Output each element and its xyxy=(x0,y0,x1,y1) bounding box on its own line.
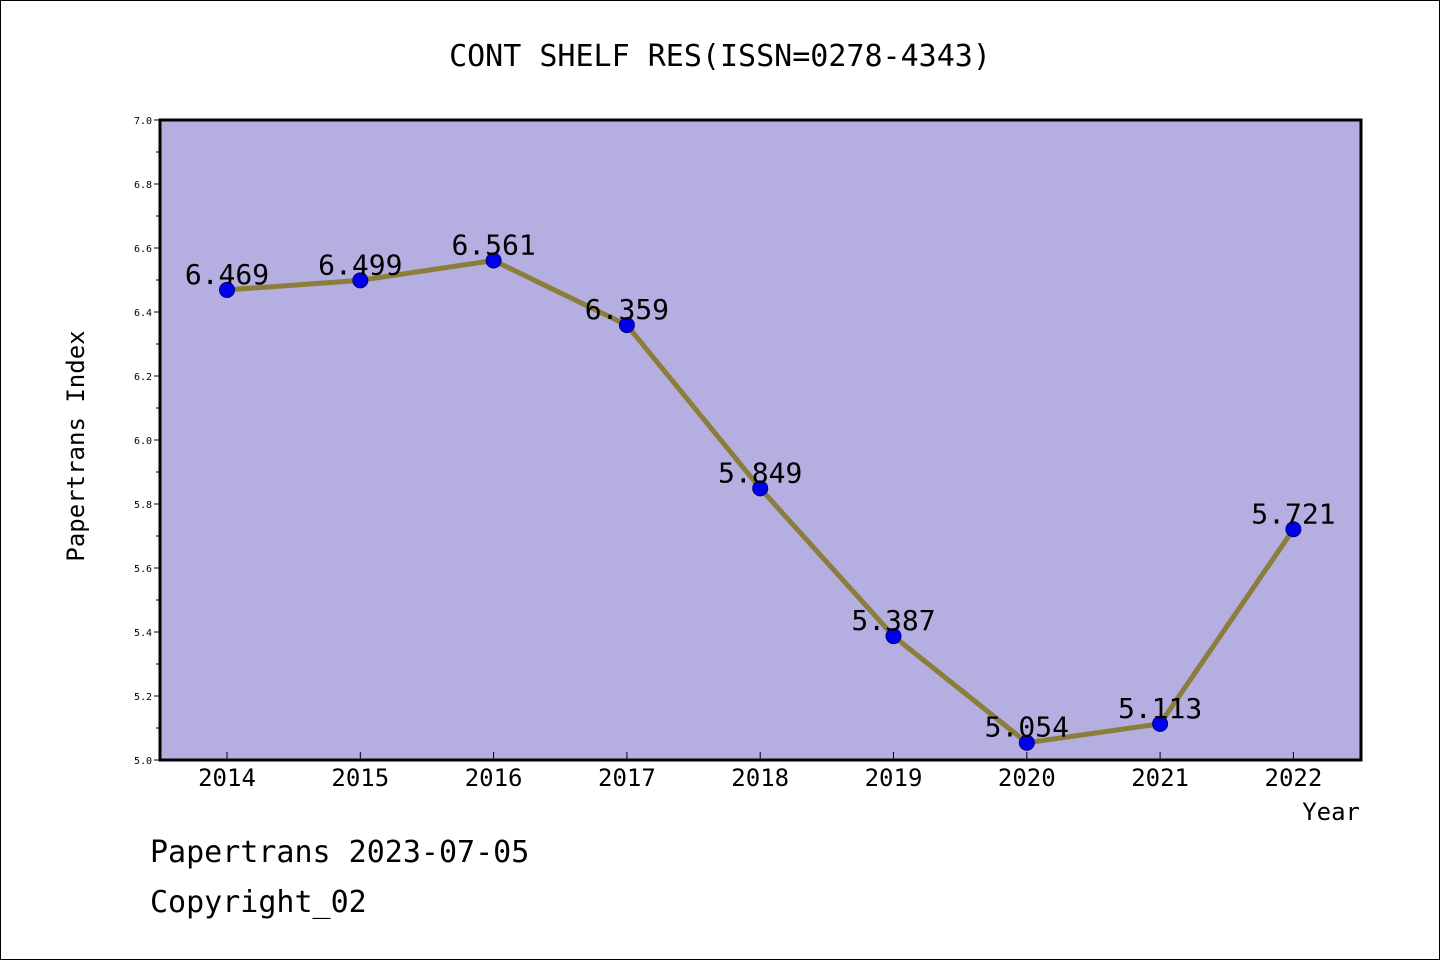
y-tick-label: 6.6 xyxy=(134,244,152,255)
data-point xyxy=(219,281,235,298)
y-tick-label: 6.8 xyxy=(134,180,152,191)
x-tick-label: 2015 xyxy=(331,764,389,792)
data-point xyxy=(1285,521,1302,538)
y-tick-label: 5.4 xyxy=(134,628,152,639)
data-point xyxy=(618,317,635,334)
y-tick-label: 6.2 xyxy=(134,372,152,383)
y-tick-label: 7.0 xyxy=(134,116,152,127)
x-tick-label: 2017 xyxy=(598,764,656,792)
x-tick-label: 2016 xyxy=(465,764,523,792)
data-label: 5.054 xyxy=(985,711,1069,744)
data-label: 6.469 xyxy=(185,258,269,291)
x-tick-label: 2022 xyxy=(1265,764,1323,792)
data-point xyxy=(485,252,502,269)
footer-date: Papertrans 2023-07-05 xyxy=(150,835,530,870)
y-axis: 5.0 5.2 5.4 5.6 5.8 6.0 6.2 6.4 6.6 6.8 7.0 xyxy=(134,116,160,767)
x-tick-label: 2020 xyxy=(998,764,1056,792)
data-point xyxy=(1152,715,1169,732)
data-point xyxy=(352,272,369,289)
y-tick-label: 5.0 xyxy=(134,756,152,767)
data-label: 6.359 xyxy=(585,293,669,326)
data-label: 5.721 xyxy=(1251,497,1335,530)
series-layer: 6.469 6.499 6.561 6.359 5.849 5.387 5.054 5.113… xyxy=(185,228,1336,751)
x-axis: 2014 2015 2016 2017 2018 2019 2020 2021 2022 xyxy=(198,752,1322,792)
x-tick-label: 2021 xyxy=(1131,764,1189,792)
x-axis-label: Year xyxy=(1302,798,1360,826)
y-tick-label: 5.2 xyxy=(134,692,152,703)
y-tick-label: 6.0 xyxy=(134,436,152,447)
y-tick-label: 5.8 xyxy=(134,500,152,511)
y-tick-label: 6.4 xyxy=(134,308,152,319)
y-tick-label: 5.6 xyxy=(134,564,152,575)
data-label: 5.849 xyxy=(718,456,802,489)
x-tick-label: 2018 xyxy=(731,764,789,792)
data-label: 6.499 xyxy=(318,248,402,281)
data-point xyxy=(885,628,902,645)
chart-title: CONT SHELF RES(ISSN=0278-4343) xyxy=(449,39,991,74)
plot-area xyxy=(158,118,1363,762)
data-point xyxy=(1018,734,1035,751)
x-tick-label: 2019 xyxy=(865,764,923,792)
x-tick-label: 2014 xyxy=(198,764,256,792)
data-label: 5.387 xyxy=(851,604,935,637)
data-label: 5.113 xyxy=(1118,692,1202,725)
y-axis-label: Papertrans Index xyxy=(62,330,90,561)
data-point xyxy=(752,480,769,497)
data-label: 6.561 xyxy=(451,228,535,261)
footer-copyright: Copyright_02 xyxy=(150,885,367,920)
